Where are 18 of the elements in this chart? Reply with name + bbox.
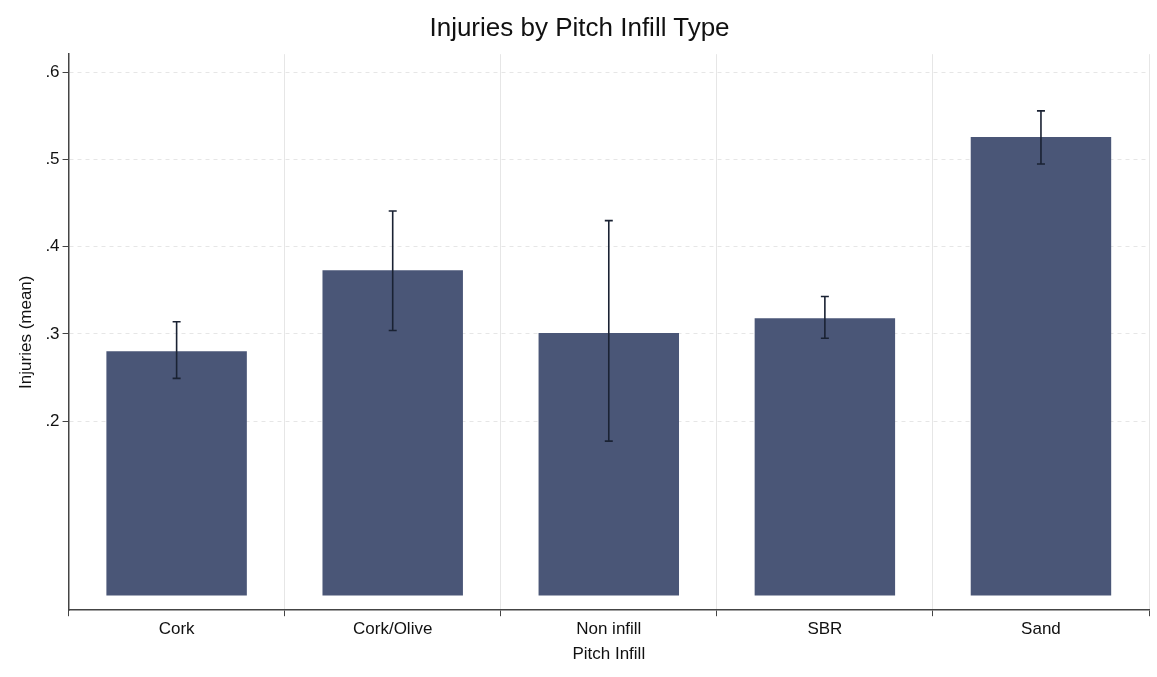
y-tick-label: .3 [45, 323, 60, 343]
y-tick-label: .6 [45, 62, 60, 82]
x-axis-title: Pitch Infill [572, 644, 646, 664]
y-tick-label: .4 [45, 236, 60, 256]
chart-title: Injuries by Pitch Infill Type [429, 11, 730, 42]
x-tick-label: Cork/Olive [353, 619, 433, 639]
bar [106, 351, 247, 596]
y-tick-label: .5 [45, 149, 60, 169]
x-tick-label: Non infill [576, 619, 642, 639]
y-tick-label: .2 [45, 410, 60, 430]
bar [970, 136, 1112, 596]
x-tick-label: Sand [1021, 619, 1061, 639]
x-tick-label: SBR [807, 619, 843, 639]
bar [754, 318, 896, 596]
bar [538, 333, 680, 596]
x-tick-label: Cork [158, 619, 196, 639]
bar [322, 270, 463, 596]
y-axis-title: Injuries (mean) [15, 275, 35, 389]
